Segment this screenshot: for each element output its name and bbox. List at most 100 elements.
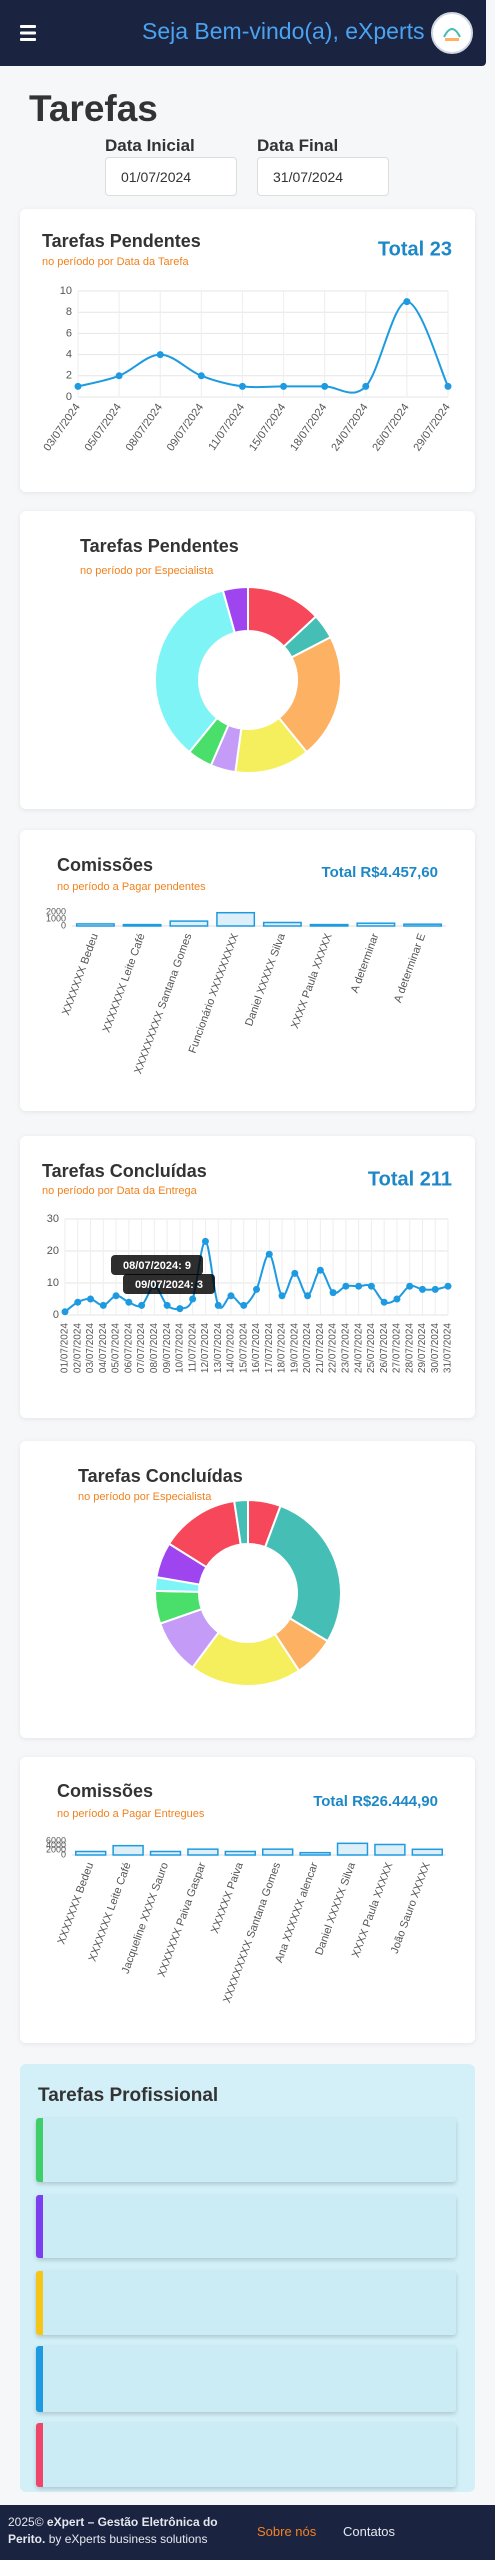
chart-title: Tarefas Pendentes	[80, 536, 239, 556]
x-tick-label: 06/07/2024	[123, 1323, 134, 1373]
x-tick-label: Daniel XXXXX Silva	[313, 1860, 358, 1957]
point	[291, 1269, 299, 1277]
point	[329, 1289, 337, 1297]
point	[201, 1237, 209, 1245]
point	[367, 1282, 375, 1290]
chart-card: Tarefas Pendentes no período por Especial…	[20, 511, 475, 809]
x-tick-label: 04/07/2024	[98, 1323, 109, 1373]
x-tick-label: 19/07/2024	[289, 1323, 300, 1373]
point	[61, 1308, 69, 1316]
point	[278, 1292, 286, 1300]
bar	[216, 911, 256, 927]
x-tick-label: XXXXXX Paiva	[209, 1860, 246, 1935]
tooltip-text: 08/07/2024: 9	[123, 1260, 191, 1272]
task-card[interactable]	[36, 2195, 456, 2258]
task-card[interactable]	[36, 2118, 456, 2182]
x-tick-label: 26/07/2024	[370, 402, 411, 454]
x-tick-label: 09/07/2024	[162, 1323, 173, 1373]
point	[227, 1292, 235, 1300]
y-tick-label: 1000	[46, 913, 66, 923]
x-tick-label: 17/07/2024	[264, 1323, 275, 1373]
y-tick-label: 0	[61, 920, 66, 930]
bar	[403, 923, 443, 927]
x-tick-label: Funcionário XXXXXXXXX	[187, 931, 242, 1055]
y-tick-label: 8	[66, 306, 72, 318]
y-tick-label: 10	[60, 285, 72, 297]
task-card[interactable]	[36, 2423, 456, 2487]
x-tick-label: 16/07/2024	[251, 1323, 262, 1373]
bar	[261, 1848, 294, 1856]
y-tick-label: 0	[61, 1849, 66, 1859]
x-tick-label: 29/07/2024	[411, 402, 452, 454]
x-tick-label: Daniel XXXXX Silva	[243, 931, 288, 1028]
bar	[262, 921, 302, 927]
tooltip	[111, 1255, 203, 1275]
point	[403, 298, 411, 306]
x-tick-label: 03/07/2024	[41, 402, 82, 454]
date-input[interactable]: 01/07/2024	[105, 157, 237, 196]
total-label: Total 211	[368, 1168, 452, 1190]
y-tick-label: 30	[47, 1213, 59, 1225]
x-tick-label: 11/07/2024	[187, 1323, 198, 1373]
point	[240, 1301, 248, 1309]
brand: eXpert – Gestão Eletrônica do Perito.	[8, 2515, 218, 2546]
x-tick-label: 13/07/2024	[213, 1323, 224, 1373]
x-tick-label: XXXX Paula XXXXX	[289, 931, 335, 1030]
x-tick-label: 15/07/2024	[247, 402, 288, 454]
tooltip	[123, 1274, 215, 1294]
point	[176, 1305, 184, 1313]
chart: Tarefas Pendentes no período por Especial…	[80, 536, 342, 774]
total-label: Total R$4.457,60	[322, 864, 438, 881]
x-tick-label: 24/07/2024	[329, 402, 370, 454]
point	[316, 1266, 324, 1274]
panel-title: Tarefas Profissional	[38, 2085, 219, 2106]
x-tick-label: 29/07/2024	[417, 1323, 428, 1373]
task-card[interactable]	[36, 2346, 456, 2412]
y-tick-label: 10	[47, 1277, 59, 1289]
footer: 2025© eXpert – Gestão Eletrônica do Peri…	[0, 2505, 495, 2560]
menu-button[interactable]	[18, 22, 40, 44]
y-tick-label: 4	[66, 349, 72, 361]
bar	[411, 1848, 444, 1856]
chart-title: Comissões	[57, 1781, 153, 1801]
copyright: 2025©	[8, 2515, 44, 2529]
greeting: Seja Bem-vindo(a), eXperts	[142, 18, 425, 44]
point	[99, 1301, 107, 1309]
y-tick-label: 0	[66, 391, 72, 403]
filter-label: Data Final	[257, 136, 339, 155]
logo[interactable]	[430, 11, 474, 55]
point	[444, 382, 452, 390]
chart: Tarefas Pendentes no período por Data da …	[41, 231, 452, 454]
bar	[75, 923, 115, 927]
footer-link[interactable]: Contatos	[343, 2524, 396, 2539]
x-tick-label: 15/07/2024	[238, 1323, 249, 1373]
x-tick-label: 31/07/2024	[443, 1323, 454, 1373]
total-label: Total R$26.444,90	[313, 1793, 438, 1810]
point	[431, 1285, 439, 1293]
footer-link[interactable]: Sobre nós	[257, 2524, 317, 2539]
bar	[122, 923, 162, 927]
point	[112, 1292, 120, 1300]
task-card[interactable]	[36, 2271, 456, 2335]
chart-subtitle: no período por Especialista	[80, 565, 214, 577]
y-tick-label: 2000	[46, 1845, 66, 1855]
x-tick-label: XXXXXXXXX Santana Gomes	[132, 931, 194, 1075]
header: Seja Bem-vindo(a), eXperts	[0, 0, 486, 66]
bar	[187, 1848, 219, 1856]
date-input[interactable]: 31/07/2024	[257, 157, 389, 196]
point	[156, 351, 164, 359]
point	[304, 1292, 312, 1300]
x-tick-label: 01/07/2024	[60, 1323, 71, 1373]
x-tick-label: 05/07/2024	[83, 402, 124, 454]
chart: Tarefas Concluídas no período por Especia…	[78, 1466, 342, 1687]
x-tick-label: 10/07/2024	[175, 1323, 186, 1373]
point	[418, 1285, 426, 1293]
y-tick-label: 20	[47, 1245, 59, 1257]
x-tick-label: XXXXXXX Leite Café	[101, 932, 148, 1034]
chart-title: Tarefas Pendentes	[42, 231, 201, 251]
point	[214, 1301, 222, 1309]
point	[87, 1295, 95, 1303]
x-tick-label: 28/07/2024	[404, 1323, 415, 1373]
chart: Comissões no período a Pagar pendentes Tot…	[46, 855, 446, 1076]
chart-subtitle: no período por Data da Entrega	[42, 1185, 198, 1197]
